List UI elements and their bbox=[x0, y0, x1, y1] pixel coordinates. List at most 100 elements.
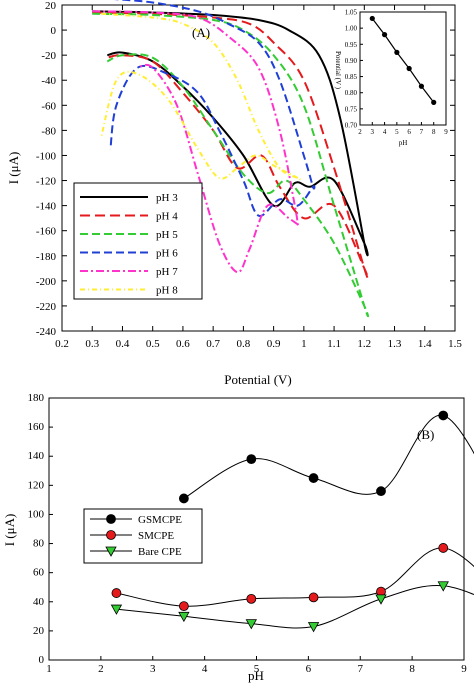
inset-xtick-label: 8 bbox=[432, 128, 436, 136]
panel-a-ytick-label: -200 bbox=[36, 276, 57, 288]
data-point-smcpe bbox=[246, 593, 257, 604]
panel-a-xtick-label: 1.5 bbox=[448, 338, 462, 350]
legend-label-bare: Bare CPE bbox=[138, 546, 182, 558]
panel-b-ytick-label: 160 bbox=[28, 421, 45, 433]
panel-b: 1 2 3 4 5 6 7 8 9 0 20 40 60 80 100 120 140 160 180 (B) pH… bbox=[2, 392, 474, 683]
inset-ytick-label: 0.85 bbox=[345, 73, 358, 81]
panel-a-label: (A) bbox=[192, 25, 210, 40]
panel-a-xtick-label: 1 bbox=[301, 338, 307, 350]
data-point-gsmcpe bbox=[308, 473, 319, 483]
panel-a-xtick-label: 0.8 bbox=[237, 338, 251, 350]
inset-xlabel: pH bbox=[399, 139, 408, 147]
inset-ytick-label: 1.05 bbox=[345, 9, 358, 17]
inset-ytick-label: 0.75 bbox=[345, 105, 358, 113]
data-point-gsmcpe bbox=[178, 493, 189, 504]
panel-b-xtick-label: 5 bbox=[254, 663, 260, 675]
panel-a-ytick-label: -180 bbox=[36, 251, 57, 263]
panel-a-xtick-label: 1.2 bbox=[357, 338, 371, 350]
panel-b-xlabel: pH bbox=[248, 668, 264, 683]
series-line-ph8 bbox=[100, 12, 302, 181]
inset-xtick-label: 4 bbox=[383, 128, 387, 136]
legend-marker-smcpe bbox=[106, 530, 116, 540]
panel-b-ytick-label: 80 bbox=[33, 538, 45, 550]
legend-marker-gsmcpe bbox=[106, 514, 116, 524]
data-point-smcpe bbox=[308, 592, 319, 603]
legend-label-ph8: pH 8 bbox=[156, 285, 178, 297]
panel-b-xtick-label: 7 bbox=[358, 663, 364, 675]
inset-point bbox=[418, 83, 425, 89]
legend-label-ph3: pH 3 bbox=[156, 192, 178, 204]
legend-label-smcpe: SMCPE bbox=[138, 530, 174, 542]
panel-a-xtick-label: 0.9 bbox=[267, 338, 281, 350]
inset-ytick-label: 0.80 bbox=[345, 89, 358, 97]
panel-a-ylabel: I (μA) bbox=[6, 152, 21, 185]
panel-b-label: (B) bbox=[417, 427, 434, 442]
inset-point bbox=[369, 15, 375, 22]
panel-b-xtick-label: 9 bbox=[461, 663, 467, 675]
inset-xtick-label: 2 bbox=[358, 128, 362, 136]
inset-xtick-label: 9 bbox=[444, 128, 448, 136]
panel-a-ytick-label: -20 bbox=[41, 50, 56, 62]
series-line-ph7 bbox=[92, 10, 300, 274]
panel-a-xtick-label: 0.7 bbox=[206, 338, 220, 350]
data-point-smcpe bbox=[438, 543, 449, 553]
panel-b-xtick-label: 2 bbox=[98, 663, 104, 675]
panel-a-ytick-label: -160 bbox=[36, 226, 57, 238]
data-point-bare bbox=[437, 581, 449, 592]
legend-label-ph7: pH 7 bbox=[156, 266, 178, 278]
panel-b-xtick-label: 8 bbox=[409, 663, 415, 675]
panel-a-ytick-label: 20 bbox=[45, 0, 57, 12]
legend-label-ph5: pH 5 bbox=[156, 229, 178, 241]
panel-b-legend-box bbox=[83, 508, 203, 564]
legend-label-gsmcpe: GSMCPE bbox=[138, 514, 182, 526]
panel-b-xtick-label: 1 bbox=[46, 663, 52, 675]
inset-point bbox=[406, 65, 412, 72]
inset-point bbox=[381, 31, 388, 38]
inset-point bbox=[431, 99, 437, 105]
panel-b-xtick-label: 6 bbox=[306, 663, 312, 675]
legend-label-ph4: pH 4 bbox=[156, 211, 178, 223]
panel-a-ytick-label: -140 bbox=[36, 201, 57, 213]
data-point-bare bbox=[110, 604, 123, 615]
panel-a-ytick-label: -220 bbox=[36, 301, 57, 313]
data-point-bare bbox=[375, 594, 387, 605]
panel-a-xtick-label: 1.4 bbox=[418, 338, 432, 350]
panel-b-ytick-label: 20 bbox=[33, 625, 45, 637]
inset-xtick-label: 7 bbox=[420, 128, 424, 136]
panel-a-xtick-label: 1.1 bbox=[327, 338, 341, 350]
panel-b-ylabel: I (μA) bbox=[2, 514, 17, 547]
data-point-bare bbox=[178, 611, 190, 623]
legend-marker-bare bbox=[105, 546, 117, 557]
series-line-ph6 bbox=[109, 0, 316, 217]
panel-a-ytick-label: -120 bbox=[36, 176, 57, 188]
panel-a-xtick-label: 0.2 bbox=[55, 338, 69, 350]
panel-b-ytick-label: 180 bbox=[28, 392, 45, 404]
panel-b-ytick-label: 0 bbox=[39, 654, 45, 666]
inset-ytick-label: 1.00 bbox=[345, 25, 358, 33]
panel-b-xtick-label: 4 bbox=[202, 663, 208, 675]
inset-ytick-label: 0.90 bbox=[345, 57, 358, 65]
inset-ytick-label: 0.70 bbox=[345, 122, 358, 130]
panel-a-legend-box bbox=[73, 182, 203, 300]
panel-a-ytick-label: -240 bbox=[36, 326, 57, 338]
data-point-bare bbox=[245, 619, 257, 630]
inset-xtick-label: 6 bbox=[407, 128, 411, 136]
series-line-ph4 bbox=[92, 11, 370, 280]
inset-point bbox=[394, 49, 400, 55]
panel-a-xlabel: Potential (V) bbox=[224, 372, 292, 387]
panel-b-ytick-label: 60 bbox=[33, 567, 45, 579]
panel-b-ytick-label: 140 bbox=[28, 450, 45, 462]
panel-a-xtick-label: 0.5 bbox=[146, 338, 160, 350]
data-point-smcpe bbox=[111, 588, 122, 598]
panel-a-ytick-label: -60 bbox=[41, 100, 56, 112]
inset-fit-line bbox=[371, 18, 435, 103]
inset-ylabel: Potential (V ) bbox=[334, 51, 342, 90]
data-point-gsmcpe bbox=[246, 454, 257, 465]
series-line-bare bbox=[116, 584, 474, 629]
panel-b-ytick-label: 120 bbox=[28, 479, 45, 491]
panel-a-ytick-label: -100 bbox=[36, 150, 57, 162]
series-line-ph5 bbox=[92, 12, 370, 318]
panel-a-xtick-label: 0.4 bbox=[116, 338, 130, 350]
panel-b-legend: GSMCPE SMCPE Bare CPE bbox=[83, 508, 203, 564]
